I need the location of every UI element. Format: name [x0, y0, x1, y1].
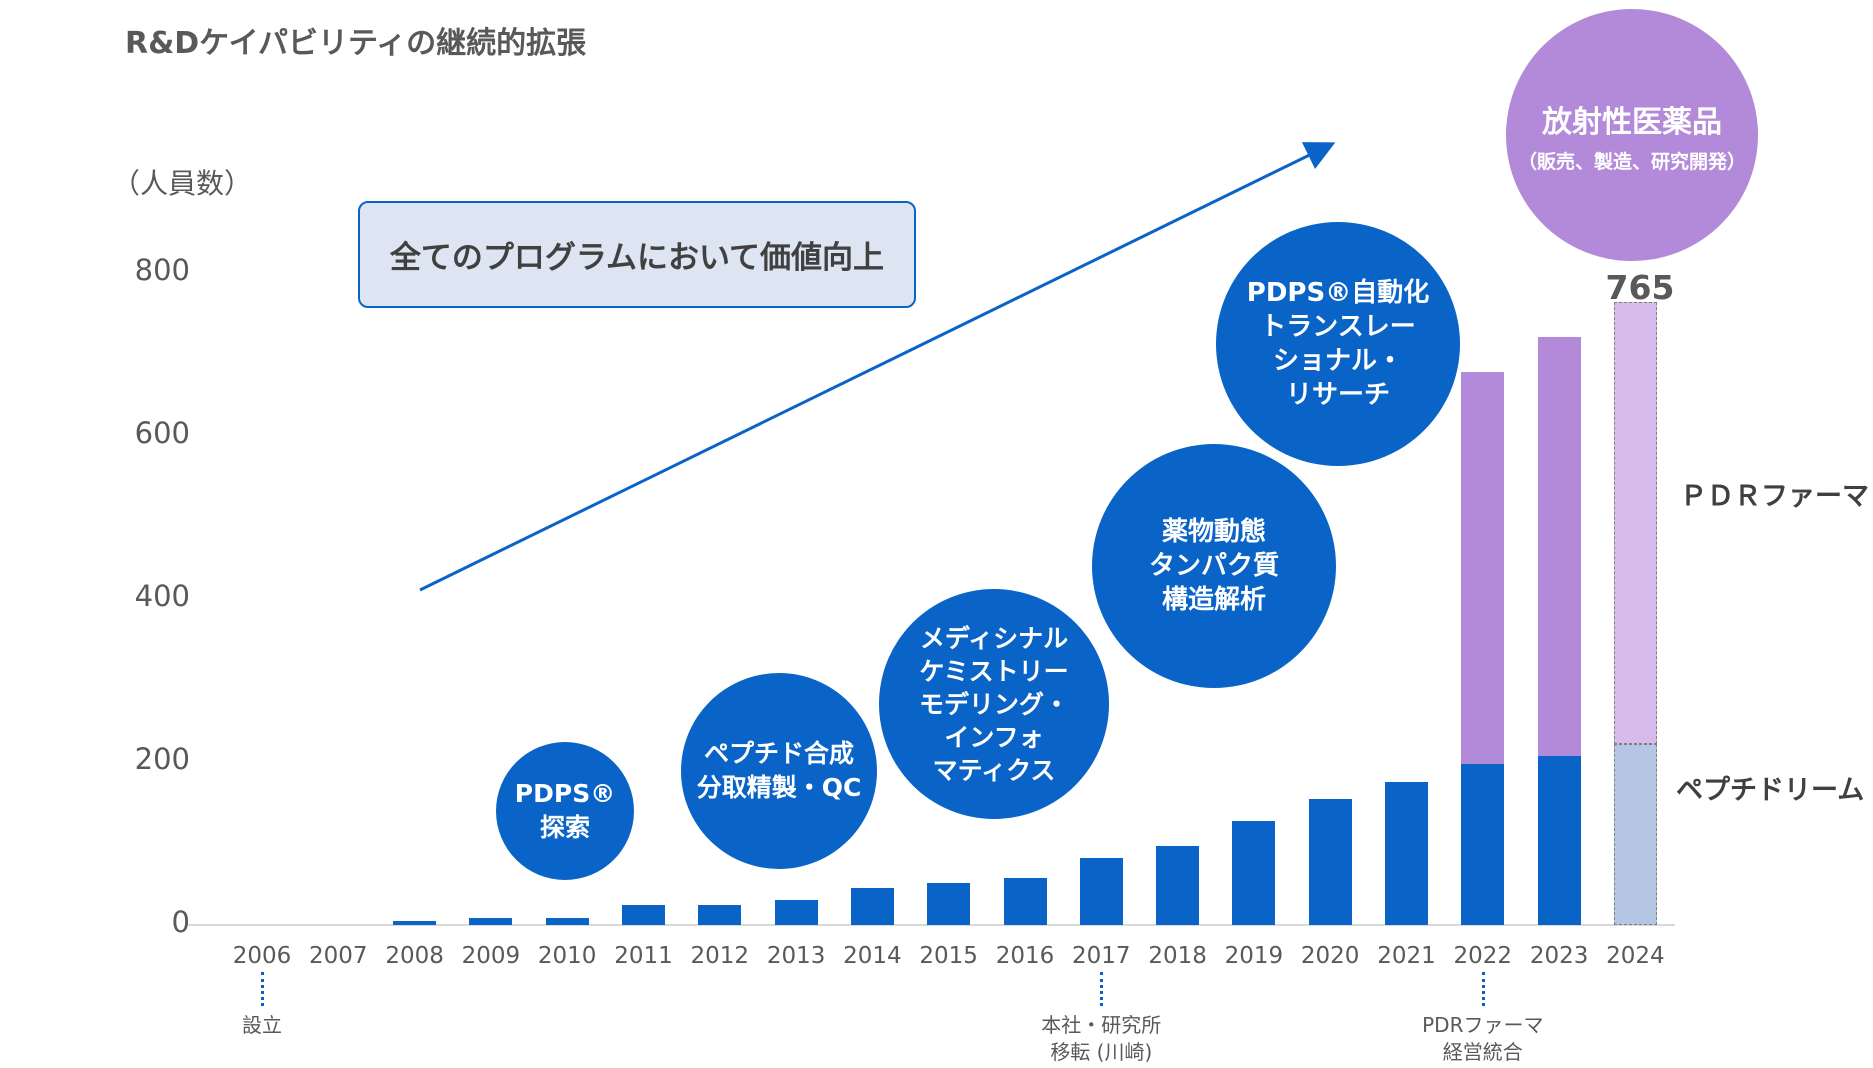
bar-peptidream-2023 [1537, 756, 1581, 925]
x-tick-label: 2024 [1606, 943, 1665, 969]
x-tick-label: 2022 [1453, 943, 1513, 969]
x-tick-label: 2019 [1224, 943, 1284, 969]
x-tick-label: 2023 [1529, 943, 1589, 969]
bar-peptidream-2011 [622, 905, 665, 925]
milestone-label: 本社・研究所 移転 (川崎) [1041, 1013, 1162, 1064]
radiopharmaceutical-subtitle: （販売、製造、研究開発） [1517, 150, 1746, 173]
milestone-label: 設立 [242, 1013, 282, 1037]
milestone-dotted-line [261, 972, 264, 1006]
x-tick-label: 2009 [461, 943, 521, 969]
value-callout-box: 全てのプログラムにおいて価値向上 [358, 201, 916, 308]
x-tick-label: 2021 [1377, 943, 1436, 969]
bar-peptidream-2008 [393, 920, 437, 925]
bar-peptidream-2009 [469, 917, 513, 925]
y-tick-label: 200 [134, 742, 190, 776]
total-2024-label: 765 [1605, 268, 1675, 307]
bar-peptidream-2014 [850, 888, 894, 925]
bar-pdr-pharma-2023 [1537, 336, 1581, 757]
capability-bubble-pdps-automation: PDPS®自動化 トランスレー ショナル・ リサーチ [1216, 222, 1460, 466]
bar-peptidream-2022 [1461, 763, 1505, 925]
radiopharmaceutical-circle: 放射性医薬品 （販売、製造、研究開発） [1506, 9, 1758, 261]
x-tick-label: 2017 [1072, 943, 1131, 969]
x-tick-label: 2010 [537, 943, 597, 969]
bar-peptidream-2017 [1079, 858, 1123, 925]
y-tick-label: 800 [134, 253, 190, 287]
legend-label-pdr-pharma: ＰＤＲファーマ [1680, 481, 1869, 512]
milestone-dotted-line [1481, 972, 1485, 1006]
milestone-dotted-line [1100, 972, 1104, 1006]
x-tick-label: 2018 [1148, 943, 1207, 969]
y-tick-label: 0 [171, 905, 190, 939]
x-tick-label: 2007 [309, 943, 368, 969]
capability-bubble-pdps: PDPS® 探索 [496, 742, 634, 880]
bar-peptidream-2012 [698, 905, 742, 925]
x-tick-label: 2013 [766, 943, 826, 969]
x-tick-label: 2020 [1300, 943, 1360, 969]
bar-peptidream-2019 [1232, 821, 1276, 925]
capability-bubble-pharmacokinetics: 薬物動態 タンパク質 構造解析 [1092, 444, 1336, 688]
bar-peptidream-2013 [774, 899, 818, 925]
capability-bubble-medicinal-chemistry: メディシナル ケミストリー モデリング・ インフォ マティクス [879, 589, 1109, 819]
bar-peptidream-2016 [1003, 877, 1047, 925]
bar-peptidream-2018 [1156, 845, 1200, 925]
x-tick-label: 2008 [385, 943, 444, 969]
page-title: R&Dケイパビリティの継続的拡張 [125, 26, 587, 61]
y-axis-unit-label: （人員数） [112, 167, 253, 200]
legend-label-peptidream: ペプチドリーム [1676, 775, 1865, 806]
bar-pdr-pharma-2024 [1613, 301, 1657, 745]
bar-peptidream-2020 [1308, 798, 1352, 925]
x-tick-label: 2011 [614, 943, 673, 969]
x-tick-label: 2014 [843, 943, 902, 969]
capability-bubble-peptide-synthesis: ペプチド合成 分取精製・QC [681, 673, 877, 869]
bar-peptidream-2015 [927, 883, 971, 925]
x-tick-label: 2016 [995, 943, 1055, 969]
x-tick-label: 2012 [690, 943, 750, 969]
radiopharmaceutical-title: 放射性医薬品 [1542, 104, 1722, 140]
bar-pdr-pharma-2022 [1461, 372, 1505, 764]
bar-peptidream-2024 [1613, 744, 1657, 925]
y-tick-label: 400 [134, 579, 190, 613]
bar-peptidream-2021 [1385, 781, 1428, 925]
y-tick-label: 600 [134, 416, 190, 450]
x-tick-label: 2015 [919, 943, 978, 969]
x-tick-label: 2006 [232, 943, 292, 969]
milestone-label: PDRファーマ 経営統合 [1422, 1013, 1544, 1064]
bar-peptidream-2010 [545, 917, 589, 925]
growth-arrow-line [419, 142, 1336, 592]
